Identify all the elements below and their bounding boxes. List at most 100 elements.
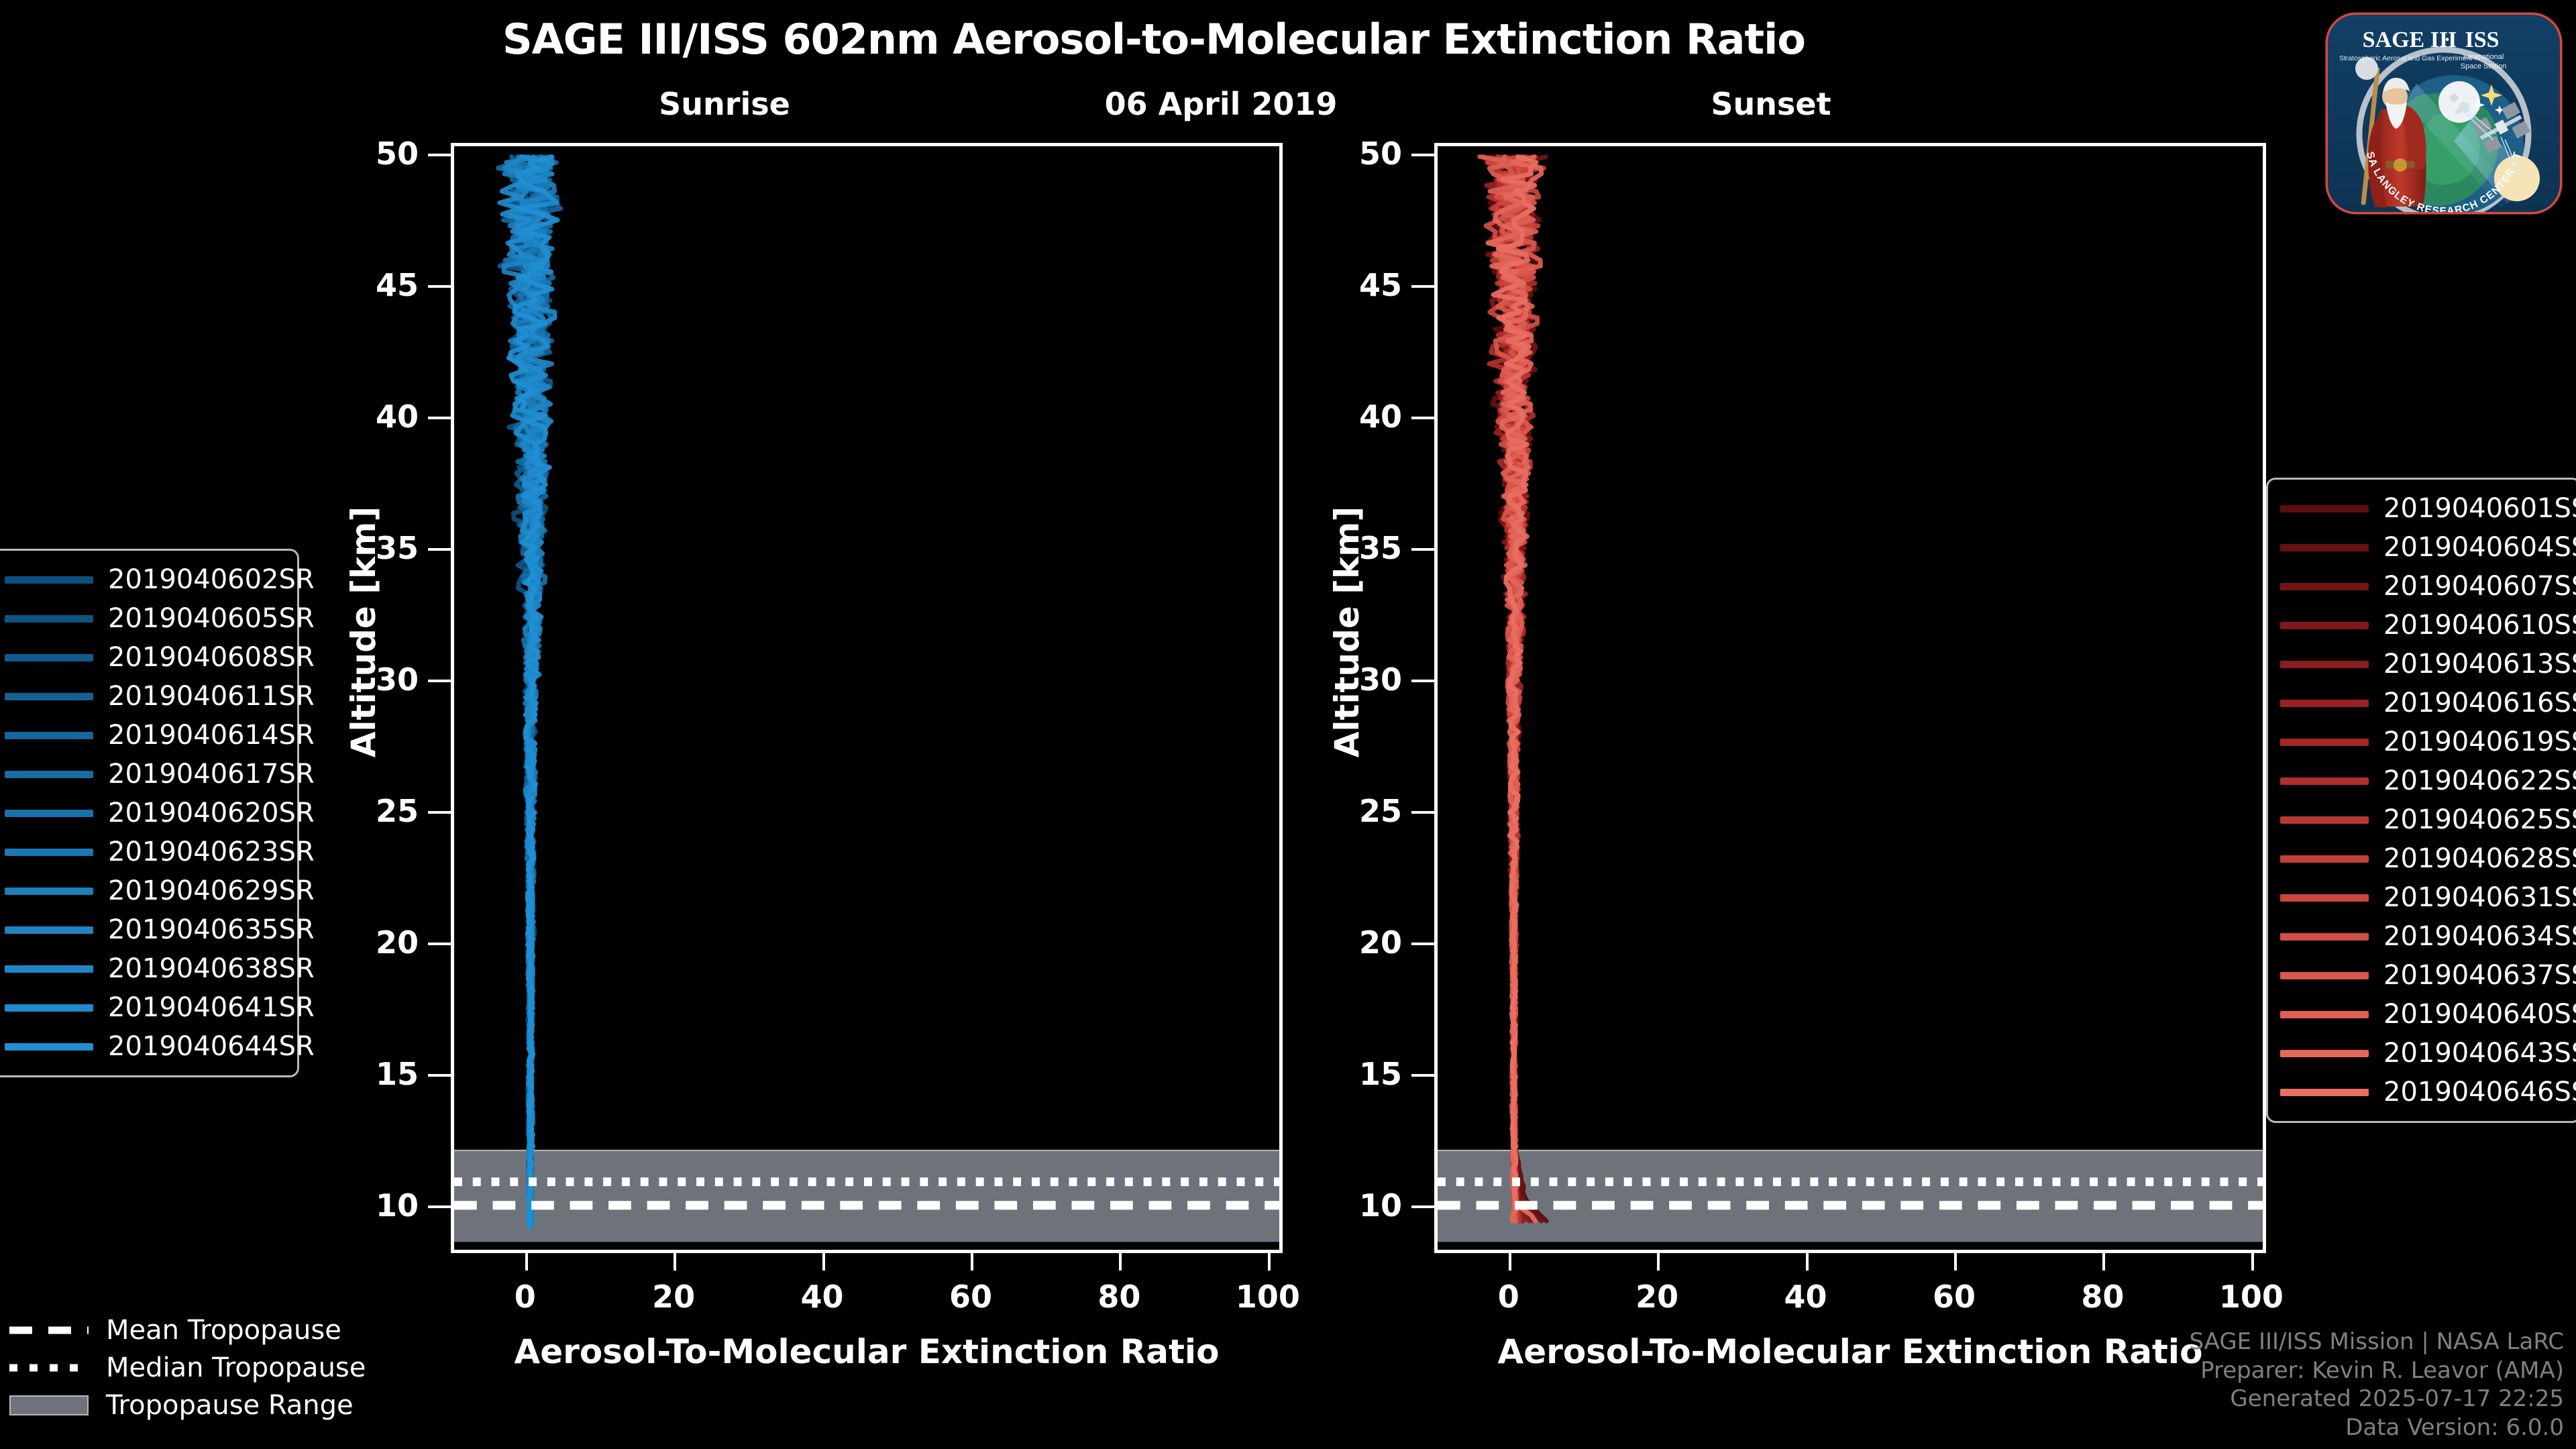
legend-item-label: 2019040625SS — [2383, 804, 2576, 835]
sunset-legend-item[interactable]: 2019040637SS — [2280, 956, 2576, 995]
sunrise-legend[interactable]: 2019040602SR 2019040605SR 2019040608SR 2019… — [0, 549, 315, 1077]
sunset-x-axis-title: Aerosol-To-Molecular Extinction Ratio — [1497, 1332, 2203, 1371]
range-swatch-box — [9, 1395, 89, 1415]
legend-item-label: 2019040604SS — [2383, 532, 2576, 563]
sunrise-legend-item[interactable]: 2019040608SR — [5, 638, 315, 677]
legend-color-swatch — [5, 1042, 93, 1051]
tropopause-range-band — [1438, 1150, 2263, 1242]
page-title: SAGE III/ISS 602nm Aerosol-to-Molecular … — [502, 15, 1806, 64]
y-tick-mark — [428, 1074, 451, 1077]
legend-color-swatch — [5, 614, 93, 623]
legend-item-label: 2019040628SS — [2383, 843, 2576, 874]
y-tick-mark — [428, 547, 451, 551]
sunset-legend-item[interactable]: 2019040640SS — [2280, 995, 2576, 1034]
sunrise-legend-item[interactable]: 2019040611SR — [5, 677, 315, 716]
credits-block: SAGE III/ISS Mission | NASA LaRC Prepare… — [2189, 1328, 2564, 1442]
sunset-legend-item[interactable]: 2019040604SS — [2280, 528, 2576, 567]
patch-subtitle-right-1: International — [2463, 53, 2504, 61]
sunset-legend-item[interactable]: 2019040625SS — [2280, 800, 2576, 839]
legend-color-swatch — [2280, 932, 2369, 941]
sunset-legend-item[interactable]: 2019040628SS — [2280, 839, 2576, 878]
sunrise-legend-item[interactable]: 2019040620SR — [5, 794, 315, 833]
legend-color-swatch — [2280, 1010, 2369, 1018]
tropopause-legend-swatch — [9, 1395, 89, 1415]
x-tick-mark — [525, 1253, 528, 1271]
y-tick-label: 50 — [375, 135, 419, 172]
sunrise-legend-item[interactable]: 2019040623SR — [5, 833, 315, 871]
legend-color-swatch — [5, 848, 93, 856]
x-tick-label: 0 — [1497, 1279, 1519, 1315]
legend-color-swatch — [5, 965, 93, 973]
sunset-legend-item[interactable]: 2019040622SS — [2280, 761, 2576, 800]
iss-illustration — [2473, 101, 2530, 154]
y-tick-mark — [428, 811, 451, 814]
y-tick-mark — [1411, 284, 1434, 288]
tropopause-legend: Mean Tropopause Median Tropopause Tropopau… — [9, 1311, 425, 1424]
sunset-legend-item[interactable]: 2019040619SS — [2280, 722, 2576, 761]
legend-color-swatch — [2280, 855, 2369, 863]
sunset-legend-item[interactable]: 2019040610SS — [2280, 606, 2576, 645]
sunset-legend-item[interactable]: 2019040643SS — [2280, 1034, 2576, 1073]
legend-item-label: 2019040610SS — [2383, 610, 2576, 641]
y-tick-label: 30 — [375, 661, 419, 698]
sunset-legend-item[interactable]: 2019040631SS — [2280, 878, 2576, 917]
sunset-legend-item[interactable]: 2019040646SS — [2280, 1073, 2576, 1112]
patch-title-iss: ISS — [2465, 28, 2499, 52]
x-tick-label: 20 — [1635, 1279, 1679, 1315]
sunset-legend-item[interactable]: 2019040613SS — [2280, 645, 2576, 684]
sunset-plot-panel: 10 15 20 25 30 35 40 45 50 0 20 40 60 80 100 Aerosol-… — [1328, 136, 2284, 1371]
x-tick-label: 80 — [1097, 1279, 1141, 1315]
y-tick-mark — [1411, 1074, 1434, 1077]
sunrise-legend-item[interactable]: 2019040602SR — [5, 560, 315, 599]
legend-item-label: 2019040614SR — [108, 720, 315, 751]
tropopause-legend-item: Median Tropopause — [9, 1349, 425, 1387]
sunrise-legend-item[interactable]: 2019040629SR — [5, 871, 315, 910]
y-tick-mark — [1411, 416, 1434, 419]
legend-item-label: 2019040631SS — [2383, 882, 2576, 913]
legend-color-swatch — [5, 770, 93, 778]
sunrise-legend-item[interactable]: 2019040617SR — [5, 755, 315, 794]
sunrise-y-axis-ticks: 10 15 20 25 30 35 40 45 50 — [376, 136, 1283, 1253]
sunrise-legend-item[interactable]: 2019040614SR — [5, 716, 315, 755]
legend-item-label: 2019040605SR — [108, 603, 315, 634]
sunset-legend-item[interactable]: 2019040601SS — [2280, 489, 2576, 528]
y-tick-label: 20 — [375, 924, 419, 961]
svg-sunset-canvas — [1438, 154, 2263, 1242]
legend-item-label: 2019040601SS — [2383, 493, 2576, 524]
sunset-legend-item[interactable]: 2019040607SS — [2280, 567, 2576, 606]
legend-color-swatch — [5, 809, 93, 817]
legend-item-label: 2019040641SR — [108, 992, 315, 1023]
legend-color-swatch — [5, 653, 93, 661]
sunset-legend[interactable]: 2019040601SS 2019040604SS 2019040607SS 2019… — [2266, 478, 2576, 1123]
sunset-legend-item[interactable]: 2019040634SS — [2280, 917, 2576, 956]
sunrise-plot-panel: 10 15 20 25 30 35 40 45 50 0 20 40 60 80 100 Aerosol-… — [344, 136, 1300, 1371]
legend-color-swatch — [2280, 1049, 2369, 1057]
y-tick-mark — [428, 284, 451, 288]
svg-sunrise-canvas — [454, 154, 1279, 1242]
x-tick-mark — [2251, 1253, 2254, 1271]
sunrise-legend-item[interactable]: 2019040641SR — [5, 988, 315, 1027]
y-tick-mark — [428, 153, 451, 156]
sunset-legend-item[interactable]: 2019040616SS — [2280, 684, 2576, 722]
sunrise-legend-item[interactable]: 2019040635SR — [5, 910, 315, 949]
sunrise-legend-item[interactable]: 2019040644SR — [5, 1027, 315, 1066]
legend-item-label: 2019040622SS — [2383, 765, 2576, 796]
tropopause-legend-label: Tropopause Range — [106, 1390, 354, 1421]
tropopause-legend-label: Mean Tropopause — [106, 1315, 341, 1346]
legend-color-swatch — [2280, 738, 2369, 746]
data-series-line — [507, 154, 560, 1230]
x-tick-label: 60 — [1932, 1279, 1976, 1315]
legend-item-label: 2019040634SS — [2383, 921, 2576, 952]
legend-color-swatch — [2280, 816, 2369, 824]
sunrise-plot-frame — [451, 143, 1283, 1253]
sunrise-legend-item[interactable]: 2019040605SR — [5, 599, 315, 638]
sunrise-legend-item[interactable]: 2019040638SR — [5, 949, 315, 988]
legend-color-swatch — [2280, 621, 2369, 629]
y-tick-label: 50 — [1358, 135, 1402, 172]
sage3-iss-mission-patch-logo: BALL · NASA LANGLEY RESEARCH CENTER · TA… — [2316, 3, 2572, 224]
credits-line-preparer: Preparer: Kevin R. Leavor (AMA) — [2200, 1356, 2564, 1384]
legend-item-label: 2019040644SR — [108, 1031, 315, 1062]
legend-item-label: 2019040635SR — [108, 914, 315, 945]
sunrise-y-axis-title: Altitude [km] — [344, 506, 383, 758]
sunset-plot-area — [1438, 146, 2263, 1250]
